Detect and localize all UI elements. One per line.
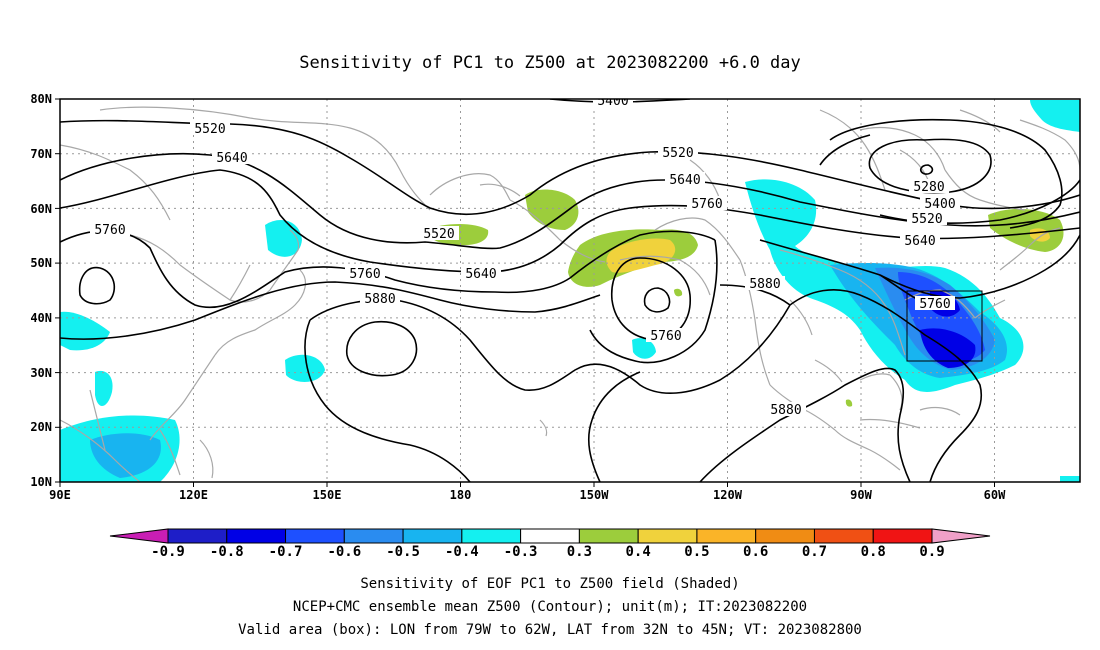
contour-label-5640-central: 5640 <box>461 266 501 282</box>
svg-text:5880: 5880 <box>749 277 780 292</box>
svg-text:5760: 5760 <box>691 197 722 212</box>
svg-text:5760: 5760 <box>650 329 681 344</box>
colorbar-label: 0.7 <box>802 544 827 560</box>
contour-label-5640-east: 5640 <box>900 233 940 249</box>
z500-contours <box>60 99 1080 482</box>
colorbar-swatch <box>520 528 580 544</box>
colorbar-label: 0.9 <box>919 544 944 560</box>
svg-text:5520: 5520 <box>423 227 454 242</box>
svg-text:5400: 5400 <box>597 94 628 109</box>
contour-label-5520-east: 5520 <box>907 211 947 227</box>
colorbar-extend-low <box>109 528 169 544</box>
svg-text:5520: 5520 <box>911 212 942 227</box>
contour-label-5400-east: 5400 <box>920 196 960 212</box>
negative-sensitivity-shading <box>60 100 1080 482</box>
contour-label-5760-west: 5760 <box>90 222 130 238</box>
valid-area-box <box>906 290 983 362</box>
colorbar-swatch <box>696 528 757 544</box>
contour-label-5880-south: 5880 <box>766 402 806 418</box>
colorbar-label: 0.8 <box>861 544 886 560</box>
colorbar-label: -0.9 <box>151 544 185 560</box>
longitude-axis: 90E 120E 150E 180 150W 120W 90W 60W <box>49 482 1006 502</box>
svg-text:5520: 5520 <box>662 146 693 161</box>
caption-line-1: Sensitivity of EOF PC1 to Z500 field (Sh… <box>360 576 739 592</box>
contour-label-5280: 5280 <box>909 179 949 195</box>
lat-label-40n: 40N <box>30 311 52 325</box>
svg-text:5760: 5760 <box>349 267 380 282</box>
svg-text:5760: 5760 <box>94 223 125 238</box>
colorbar-swatch <box>402 528 463 544</box>
lat-label-80n: 80N <box>30 92 52 106</box>
lon-label-120e: 120E <box>179 488 208 502</box>
svg-text:5880: 5880 <box>364 292 395 307</box>
colorbar-swatch <box>167 528 228 544</box>
lon-label-90e: 90E <box>49 488 71 502</box>
colorbar-swatch <box>461 528 522 544</box>
lon-label-60w: 60W <box>984 488 1006 502</box>
caption-line-2: NCEP+CMC ensemble mean Z500 (Contour); u… <box>293 599 807 615</box>
contour-label-5760-central: 5760 <box>345 266 385 282</box>
svg-text:5640: 5640 <box>904 234 935 249</box>
svg-text:5880: 5880 <box>770 403 801 418</box>
colorbar-label: -0.3 <box>504 544 538 560</box>
colorbar-label: -0.4 <box>445 544 479 560</box>
colorbar-label: -0.8 <box>210 544 244 560</box>
svg-text:5640: 5640 <box>669 173 700 188</box>
contour-label-5760-east-pacific: 5760 <box>687 196 727 212</box>
colorbar-swatch <box>578 528 639 544</box>
contour-label-5520-east-pacific: 5520 <box>658 145 698 161</box>
contour-label-5760-cutoff-low: 5760 <box>646 328 686 344</box>
caption-line-3: Valid area (box): LON from 79W to 62W, L… <box>238 622 862 638</box>
lon-label-150w: 150W <box>580 488 610 502</box>
colorbar-label: -0.5 <box>386 544 420 560</box>
svg-text:5640: 5640 <box>216 151 247 166</box>
svg-text:5520: 5520 <box>194 122 225 137</box>
colorbar-label: -0.7 <box>269 544 303 560</box>
lon-label-150e: 150E <box>313 488 342 502</box>
contour-label-5400-north-pacific: 5400 <box>593 94 633 109</box>
lat-label-70n: 70N <box>30 147 52 161</box>
lon-label-120w: 120W <box>713 488 743 502</box>
contour-label-5880-east-pacific: 5880 <box>745 276 785 292</box>
lat-label-30n: 30N <box>30 366 52 380</box>
contour-labels: 5400 5520 5640 5760 5520 5640 5760 5880 … <box>90 94 960 418</box>
lat-label-20n: 20N <box>30 420 52 434</box>
lat-label-50n: 50N <box>30 256 52 270</box>
contour-label-5640-east-pacific: 5640 <box>665 172 705 188</box>
colorbar-swatch <box>343 528 404 544</box>
map-border <box>59 98 1081 483</box>
colorbar-swatch <box>226 528 287 544</box>
colorbar-swatch <box>755 528 815 544</box>
svg-text:5280: 5280 <box>913 180 944 195</box>
colorbar-swatch <box>872 528 933 544</box>
contour-label-5520-central: 5520 <box>419 226 459 242</box>
colorbar-label: 0.6 <box>743 544 768 560</box>
lat-label-60n: 60N <box>30 202 52 216</box>
svg-text:5760: 5760 <box>919 297 950 312</box>
colorbar-swatch <box>813 528 874 544</box>
contour-label-5640-west: 5640 <box>212 150 252 166</box>
colorbar-swatch <box>285 528 345 544</box>
colorbar-extend-high <box>931 528 991 544</box>
colorbar-label: -0.6 <box>327 544 361 560</box>
lon-label-90w: 90W <box>850 488 872 502</box>
map-content: 5400 5520 5640 5760 5520 5640 5760 5880 … <box>60 94 1080 482</box>
colorbar-swatch <box>637 528 698 544</box>
latitude-axis: 80N 70N 60N 50N 40N 30N 20N 10N <box>30 92 60 489</box>
map-title: Sensitivity of PC1 to Z500 at 2023082200… <box>299 53 801 73</box>
coastlines <box>60 106 1080 482</box>
colorbar: -0.9 -0.8 -0.7 -0.6 -0.5 -0.4 -0.3 0.3 0.4 0.5 0.6… <box>109 528 991 560</box>
svg-text:5400: 5400 <box>924 197 955 212</box>
lat-label-10n: 10N <box>30 475 52 489</box>
contour-label-5760-east: 5760 <box>915 296 955 312</box>
colorbar-label: 0.4 <box>626 544 651 560</box>
contour-label-5880-central: 5880 <box>360 291 400 307</box>
lon-label-180: 180 <box>450 488 472 502</box>
colorbar-label: 0.5 <box>684 544 709 560</box>
colorbar-label: 0.3 <box>567 544 592 560</box>
svg-text:5640: 5640 <box>465 267 496 282</box>
contour-label-5520-west: 5520 <box>190 121 230 137</box>
